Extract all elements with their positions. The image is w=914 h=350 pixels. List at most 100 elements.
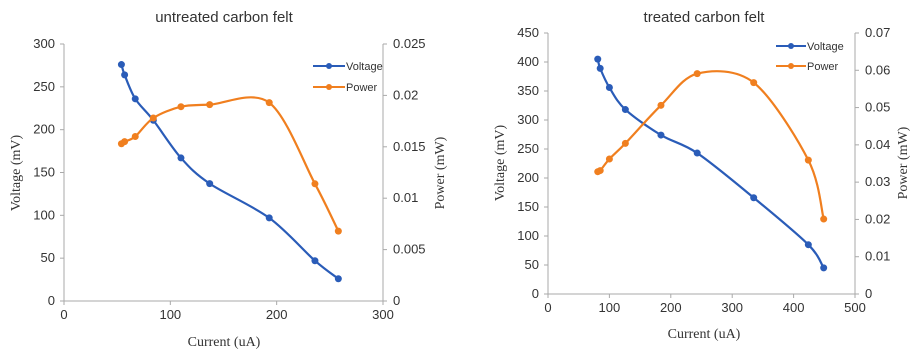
x-tick-label: 0 bbox=[60, 307, 67, 322]
right-y-axis-ticks: 0 0.005 0.01 0.015 0.02 0.025 bbox=[383, 36, 426, 308]
power-data-point bbox=[820, 215, 828, 223]
left-y-tick-label: 100 bbox=[517, 228, 539, 243]
x-tick-label: 200 bbox=[660, 300, 682, 315]
left-y-tick-label: 250 bbox=[33, 79, 55, 94]
left-y-axis-ticks: 0 50 100 150 200 250 300 350 400 450 bbox=[517, 25, 548, 301]
right-y-tick-label: 0.02 bbox=[865, 211, 890, 226]
voltage-data-point bbox=[657, 131, 665, 139]
right-y-axis-label: Power (mW) bbox=[896, 126, 911, 199]
legend-power-marker bbox=[788, 63, 794, 69]
legend-voltage-marker bbox=[326, 63, 332, 69]
left-y-tick-label: 200 bbox=[33, 122, 55, 137]
voltage-data-point bbox=[594, 55, 602, 63]
left-y-tick-label: 200 bbox=[517, 170, 539, 185]
legend-item-voltage: Voltage bbox=[313, 61, 383, 73]
chart-untreated-carbon-felt: untreated carbon felt Current (uA) Volta… bbox=[9, 9, 448, 350]
axes bbox=[63, 44, 384, 302]
voltage-data-point bbox=[177, 154, 185, 162]
right-y-tick-label: 0.06 bbox=[865, 62, 890, 77]
series-voltage bbox=[594, 55, 828, 272]
x-tick-label: 100 bbox=[159, 307, 181, 322]
power-data-point bbox=[206, 101, 214, 109]
voltage-data-point bbox=[334, 275, 342, 283]
voltage-series-line bbox=[596, 58, 825, 269]
left-y-tick-label: 300 bbox=[33, 36, 55, 51]
power-data-point bbox=[131, 133, 139, 141]
legend-voltage-label: Voltage bbox=[807, 41, 844, 53]
power-data-point bbox=[177, 103, 185, 111]
voltage-data-point bbox=[265, 214, 273, 222]
series-power bbox=[594, 70, 828, 223]
right-y-tick-label: 0 bbox=[393, 293, 400, 308]
voltage-data-point bbox=[621, 106, 629, 114]
power-data-point bbox=[265, 99, 273, 107]
right-y-tick-label: 0.03 bbox=[865, 174, 890, 189]
right-y-tick-label: 0.05 bbox=[865, 100, 890, 115]
legend-voltage-label: Voltage bbox=[346, 61, 383, 73]
x-tick-label: 500 bbox=[844, 300, 866, 315]
right-y-tick-label: 0.025 bbox=[393, 36, 426, 51]
right-y-tick-label: 0.02 bbox=[393, 87, 418, 102]
left-y-tick-label: 150 bbox=[33, 165, 55, 180]
legend: Voltage Power bbox=[776, 41, 844, 73]
voltage-data-point bbox=[206, 180, 214, 188]
voltage-data-point bbox=[693, 149, 701, 157]
left-y-tick-label: 150 bbox=[517, 199, 539, 214]
power-data-point bbox=[750, 79, 758, 87]
legend-power-marker bbox=[326, 84, 332, 90]
left-y-tick-label: 100 bbox=[33, 207, 55, 222]
voltage-data-point bbox=[605, 84, 613, 92]
power-data-point bbox=[804, 156, 812, 164]
x-tick-label: 100 bbox=[599, 300, 621, 315]
chart-treated-carbon-felt: treated carbon felt Current (uA) Voltage… bbox=[493, 9, 911, 342]
voltage-data-point bbox=[121, 71, 129, 79]
legend-power-label: Power bbox=[807, 61, 839, 73]
voltage-series-line bbox=[120, 63, 340, 280]
power-data-point bbox=[693, 70, 701, 78]
legend-voltage-marker bbox=[788, 43, 794, 49]
power-data-point bbox=[657, 101, 665, 109]
right-y-tick-label: 0.01 bbox=[393, 190, 418, 205]
legend-item-voltage: Voltage bbox=[776, 41, 844, 53]
left-y-axis-label: Voltage (mV) bbox=[9, 134, 24, 211]
left-y-tick-label: 50 bbox=[525, 257, 539, 272]
right-y-tick-label: 0.015 bbox=[393, 139, 426, 154]
power-data-point bbox=[334, 227, 342, 235]
chart-title: untreated carbon felt bbox=[155, 9, 293, 26]
power-series-line bbox=[596, 70, 825, 221]
legend: Voltage Power bbox=[313, 61, 383, 94]
left-y-tick-label: 450 bbox=[517, 25, 539, 40]
voltage-data-point bbox=[131, 95, 139, 103]
voltage-data-point bbox=[804, 241, 812, 249]
series-power bbox=[117, 96, 342, 235]
left-y-tick-label: 0 bbox=[532, 286, 539, 301]
right-y-axis-ticks: 0 0.01 0.02 0.03 0.04 0.05 0.06 0.07 bbox=[855, 25, 890, 301]
chart-title: treated carbon felt bbox=[644, 9, 766, 26]
right-y-axis-label: Power (mW) bbox=[433, 136, 448, 209]
voltage-data-point bbox=[820, 264, 828, 272]
right-y-tick-label: 0.005 bbox=[393, 242, 426, 257]
x-tick-label: 200 bbox=[266, 307, 288, 322]
voltage-data-point bbox=[117, 61, 125, 69]
axes bbox=[547, 33, 856, 295]
left-y-axis-ticks: 0 50 100 150 200 250 300 bbox=[33, 36, 64, 308]
x-axis-ticks: 0 100 200 300 400 500 bbox=[544, 294, 866, 315]
left-y-tick-label: 250 bbox=[517, 141, 539, 156]
power-data-point bbox=[311, 180, 319, 188]
left-y-tick-label: 350 bbox=[517, 83, 539, 98]
right-y-tick-label: 0.07 bbox=[865, 25, 890, 40]
right-y-tick-label: 0 bbox=[865, 286, 872, 301]
voltage-data-point bbox=[750, 194, 758, 202]
x-axis-label: Current (uA) bbox=[668, 327, 741, 342]
right-y-tick-label: 0.01 bbox=[865, 249, 890, 264]
x-axis-ticks: 0 100 200 300 bbox=[60, 301, 394, 322]
right-y-tick-label: 0.04 bbox=[865, 137, 890, 152]
left-y-axis-label: Voltage (mV) bbox=[493, 124, 508, 201]
x-axis-label: Current (uA) bbox=[188, 335, 261, 350]
power-data-point bbox=[149, 114, 157, 122]
legend-power-label: Power bbox=[346, 82, 378, 94]
x-tick-label: 300 bbox=[721, 300, 743, 315]
voltage-data-point bbox=[596, 64, 604, 72]
voltage-data-point bbox=[311, 257, 319, 265]
